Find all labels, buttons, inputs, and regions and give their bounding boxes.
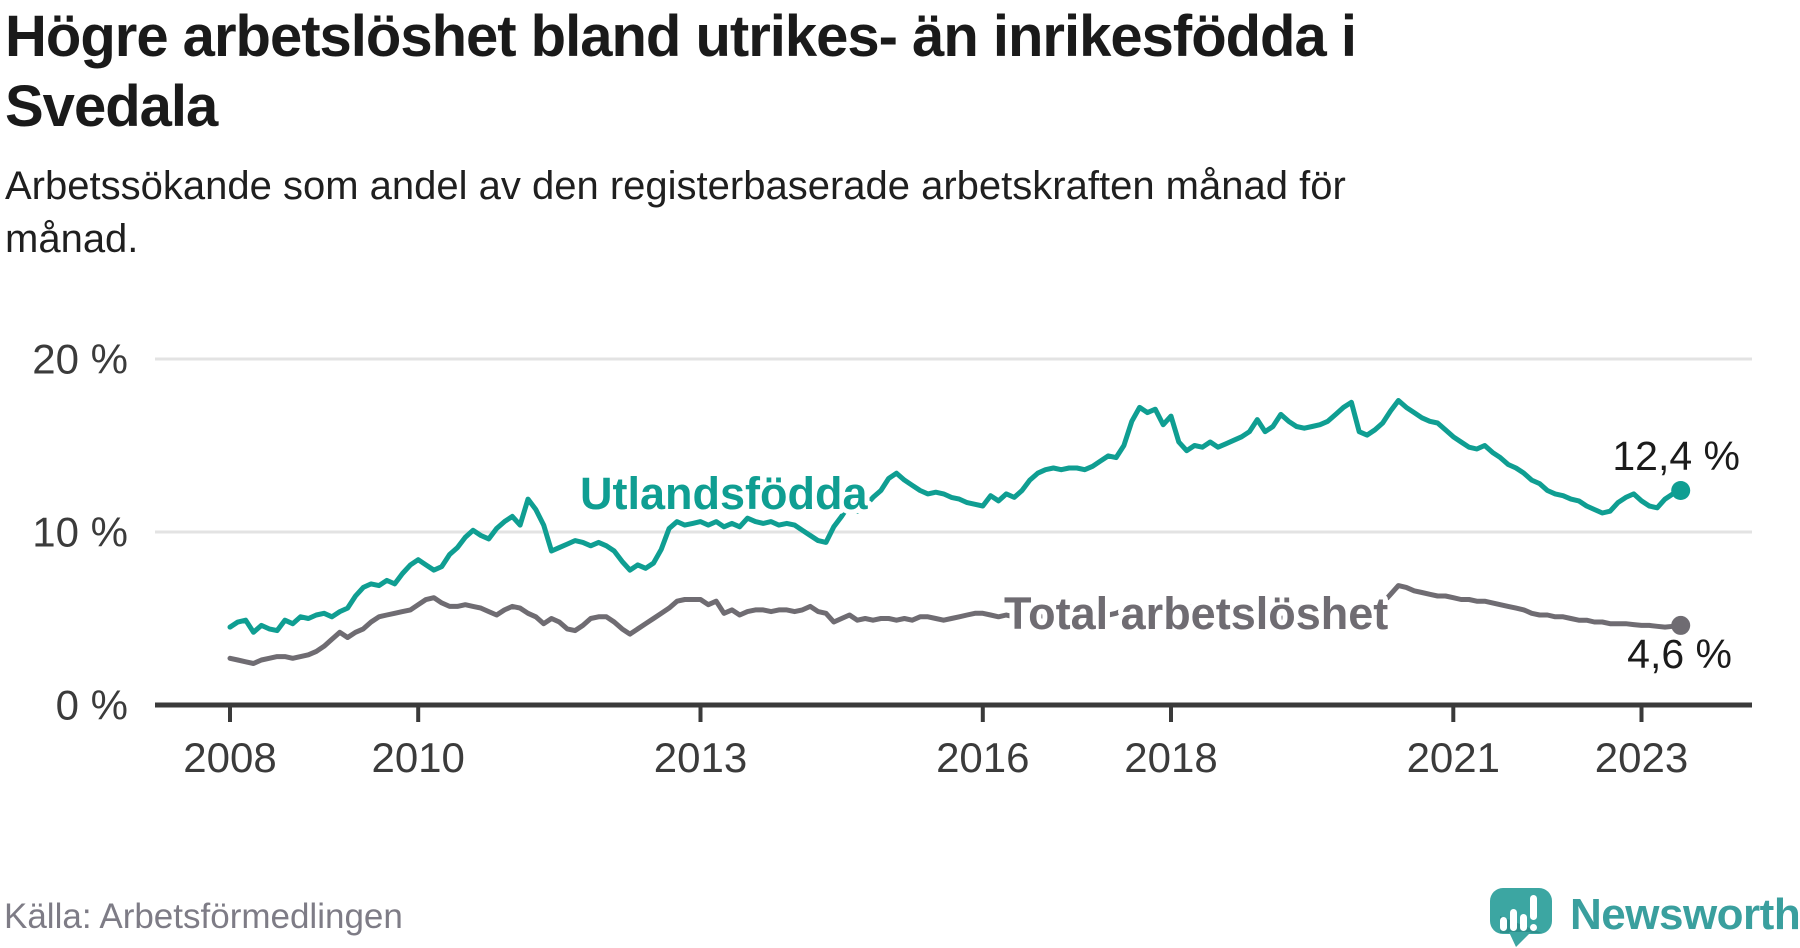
end-value-label-utlandsfodda: 12,4 % (1612, 433, 1740, 479)
series-label-utlandsfodda: Utlandsfödda (580, 468, 868, 519)
end-value-label-total: 4,6 % (1627, 631, 1732, 677)
brand-name: Newsworthy (1570, 890, 1800, 939)
page-subtitle: Arbetssökande som andel av den registerb… (5, 164, 1346, 261)
source-note: Källa: Arbetsförmedlingen (4, 897, 403, 936)
y-axis-label-20: 20 % (32, 336, 128, 383)
y-axis-label-0: 0 % (56, 682, 128, 729)
logo-bar-1 (1500, 917, 1507, 931)
logo-exclamation-bar (1530, 895, 1537, 920)
series-line-total (227, 583, 1684, 666)
logo-bubble-tail (1509, 932, 1531, 947)
y-axis-label-10: 10 % (32, 509, 128, 556)
logo-bar-2 (1510, 909, 1517, 931)
x-axis-label-2023: 2023 (1595, 734, 1688, 781)
x-axis-label-2018: 2018 (1124, 734, 1217, 781)
series-line-utlandsfodda (227, 398, 1684, 635)
x-axis-label-2016: 2016 (936, 734, 1029, 781)
series-end-dot-utlandsfodda (1671, 480, 1691, 500)
newsworthy-logo-icon (1490, 888, 1552, 947)
logo-exclamation-dot (1530, 924, 1537, 931)
page-title: Högre arbetslöshet bland utrikes- än inr… (5, 4, 1357, 139)
logo-bar-3 (1520, 914, 1527, 931)
series-label-total: Total arbetslöshet (1004, 588, 1388, 639)
x-axis-label-2021: 2021 (1407, 734, 1500, 781)
series-end-dot-total (1671, 615, 1691, 635)
x-axis-label-2013: 2013 (654, 734, 747, 781)
x-axis-label-2008: 2008 (183, 734, 276, 781)
x-axis-label-2010: 2010 (371, 734, 464, 781)
